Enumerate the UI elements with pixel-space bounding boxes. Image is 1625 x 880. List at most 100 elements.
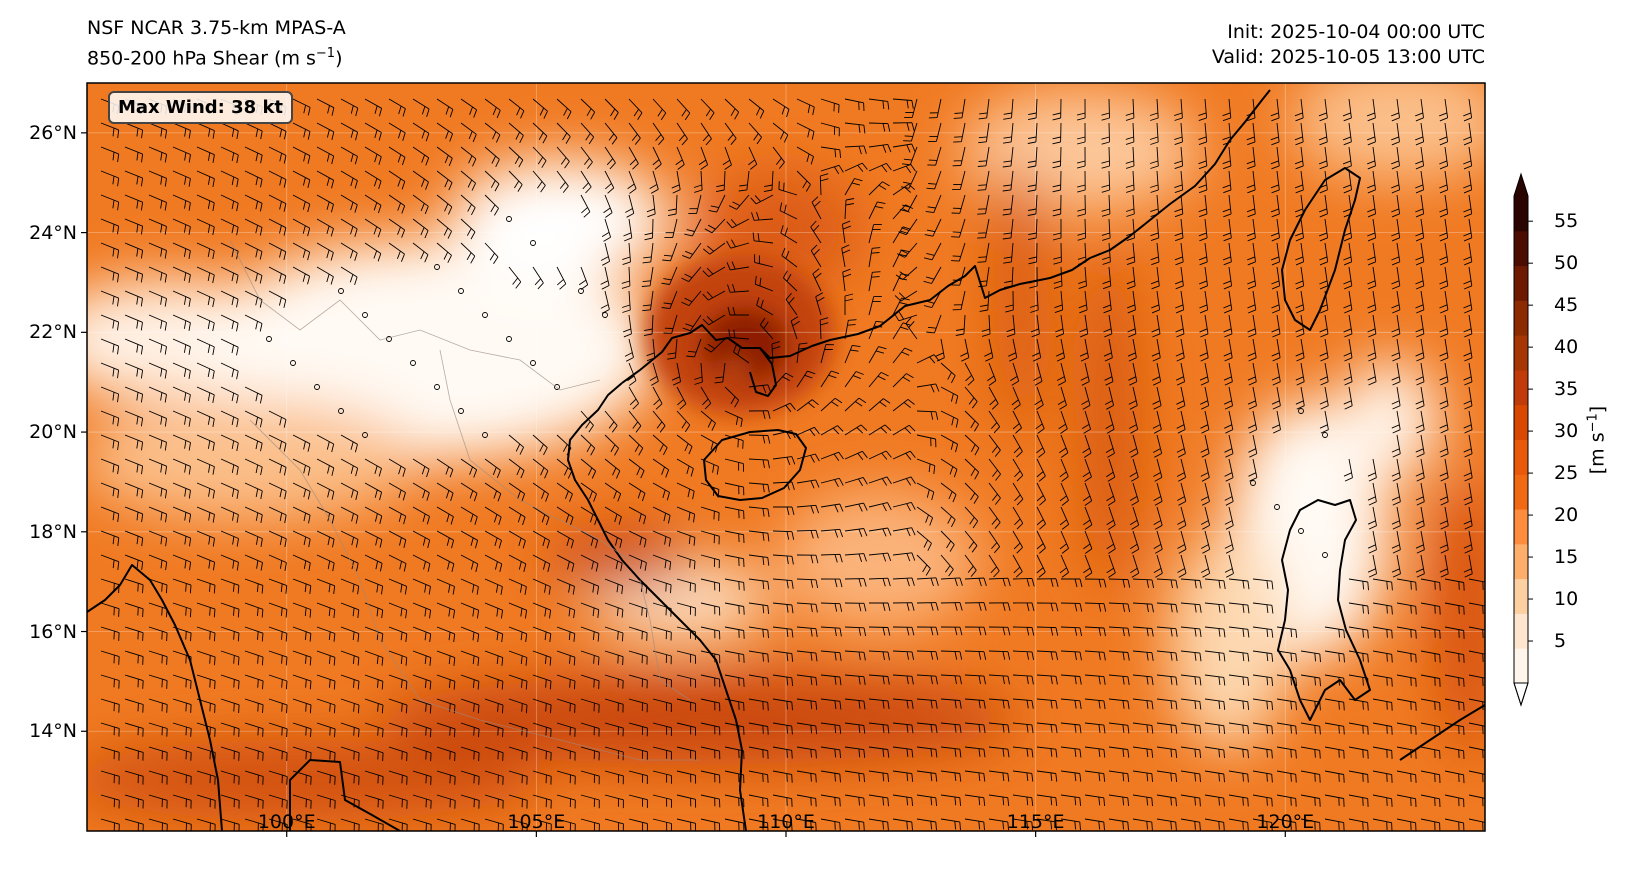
wind-barb <box>748 770 769 783</box>
wind-barb <box>1223 362 1233 386</box>
wind-barb <box>316 98 335 116</box>
wind-barb <box>1396 698 1417 711</box>
wind-barb <box>1439 506 1449 530</box>
wind-barb <box>220 362 239 380</box>
wind-barb <box>196 170 215 187</box>
wind-barb <box>724 458 744 472</box>
wind-barb <box>1439 362 1449 386</box>
wind-barb <box>820 503 844 513</box>
wind-barb <box>364 482 383 501</box>
wind-barb <box>532 170 546 193</box>
wind-barb <box>916 650 939 660</box>
wind-barb <box>1106 506 1116 530</box>
wind-barb <box>1300 650 1321 663</box>
wind-barb <box>1036 674 1058 685</box>
wind-barb <box>1200 482 1210 506</box>
wind-barb <box>508 794 528 809</box>
wind-barb <box>292 674 312 690</box>
wind-barb <box>1030 314 1040 338</box>
wind-barb <box>628 554 647 571</box>
wind-barb <box>988 386 999 410</box>
wind-barb <box>700 794 721 808</box>
wind-barb <box>748 506 770 518</box>
wind-barb <box>1463 434 1473 458</box>
wind-barb <box>508 122 524 144</box>
wind-barb <box>844 528 868 537</box>
wind-barb <box>1391 530 1401 554</box>
wind-barb <box>1084 626 1106 637</box>
wind-barb <box>1204 818 1225 831</box>
wind-barb <box>1463 386 1473 410</box>
wind-barb <box>484 578 503 595</box>
wind-barb <box>460 578 479 595</box>
wind-barb <box>628 674 648 689</box>
colorbar-band <box>1514 335 1528 371</box>
wind-barb <box>1151 338 1161 362</box>
wind-barb <box>340 458 359 477</box>
wind-barb <box>1324 746 1345 759</box>
wind-barb <box>1415 410 1425 434</box>
wind-barb <box>148 218 167 235</box>
wind-barb <box>892 226 911 244</box>
wind-barb <box>1036 794 1058 806</box>
wind-barb <box>676 122 688 146</box>
wind-barb <box>868 698 890 710</box>
wind-barb <box>748 434 771 444</box>
wind-barb <box>316 530 335 548</box>
wind-barb <box>868 201 886 220</box>
wind-barb <box>1420 746 1441 759</box>
wind-barb <box>676 482 695 500</box>
wind-barb <box>196 242 215 260</box>
wind-barb <box>290 360 296 366</box>
wind-barb <box>1391 266 1401 290</box>
wind-barb <box>1174 98 1183 121</box>
wind-barb <box>623 218 633 242</box>
wind-barb <box>892 297 910 316</box>
wind-barb <box>1228 794 1249 807</box>
wind-barb <box>1108 578 1131 588</box>
wind-barb <box>1104 386 1115 410</box>
wind-barb <box>580 650 600 666</box>
wind-barb <box>676 722 697 736</box>
wind-barb <box>724 578 745 591</box>
wind-barb <box>484 146 500 168</box>
wind-barb <box>460 626 480 643</box>
wind-barb <box>340 434 358 453</box>
wind-barb <box>604 602 624 618</box>
wind-barb <box>627 170 637 194</box>
wind-barb <box>388 146 406 166</box>
wind-barb <box>940 698 962 709</box>
wind-barb <box>988 554 1000 578</box>
wind-barb <box>704 218 726 234</box>
wind-barb <box>820 746 842 759</box>
wind-barb <box>1132 818 1153 831</box>
wind-barb <box>940 626 963 636</box>
wind-barb <box>642 290 654 312</box>
wind-barb <box>935 338 945 362</box>
wind-barb <box>892 347 913 364</box>
wind-barb <box>1439 554 1449 578</box>
wind-barb <box>1463 170 1473 194</box>
wind-barb <box>964 458 980 480</box>
wind-barb <box>844 198 855 220</box>
wind-barb <box>364 146 382 165</box>
wind-barb <box>196 314 215 332</box>
wind-barb <box>726 218 750 229</box>
wind-barb <box>772 770 793 783</box>
wind-barb <box>412 674 432 690</box>
wind-barb <box>364 170 382 190</box>
wind-barb <box>1200 434 1210 458</box>
wind-barb <box>820 528 844 538</box>
wind-barb <box>977 170 990 191</box>
wind-barb <box>556 722 576 737</box>
wind-barb <box>292 722 312 738</box>
wind-barb <box>436 98 454 118</box>
wind-barb <box>1322 432 1328 438</box>
wind-barb <box>268 794 288 809</box>
wind-barb <box>1129 434 1139 458</box>
lat-tick-label: 24°N <box>29 221 77 244</box>
wind-barb <box>698 146 709 170</box>
wind-barb <box>364 506 383 525</box>
colorbar-extend-min <box>1513 682 1529 707</box>
wind-barb <box>580 602 600 618</box>
